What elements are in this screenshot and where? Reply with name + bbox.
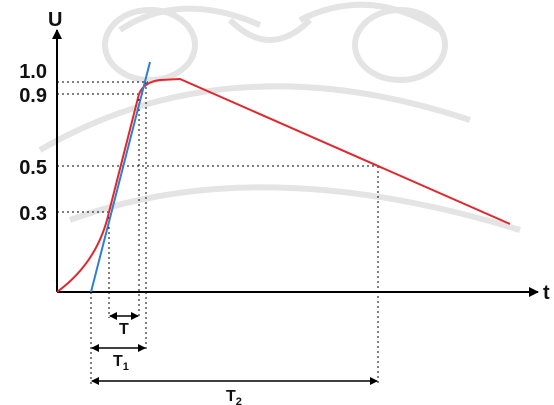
y-tick-0.3: 0.3	[19, 203, 47, 225]
guide-lines	[57, 81, 379, 384]
y-tick-1.0: 1.0	[19, 61, 47, 83]
interval-t-label: T	[119, 321, 129, 338]
tangent-line	[90, 61, 151, 293]
interval-t2-label: T2	[226, 388, 242, 405]
interval-t1-label: T1	[113, 353, 129, 373]
y-tick-0.9: 0.9	[19, 85, 47, 107]
y-axis-label: U	[48, 9, 62, 31]
impulse-curve	[56, 77, 511, 293]
x-axis-label: t	[543, 282, 550, 304]
y-tick-0.5: 0.5	[19, 157, 47, 179]
watermark-seal	[38, 1, 521, 233]
